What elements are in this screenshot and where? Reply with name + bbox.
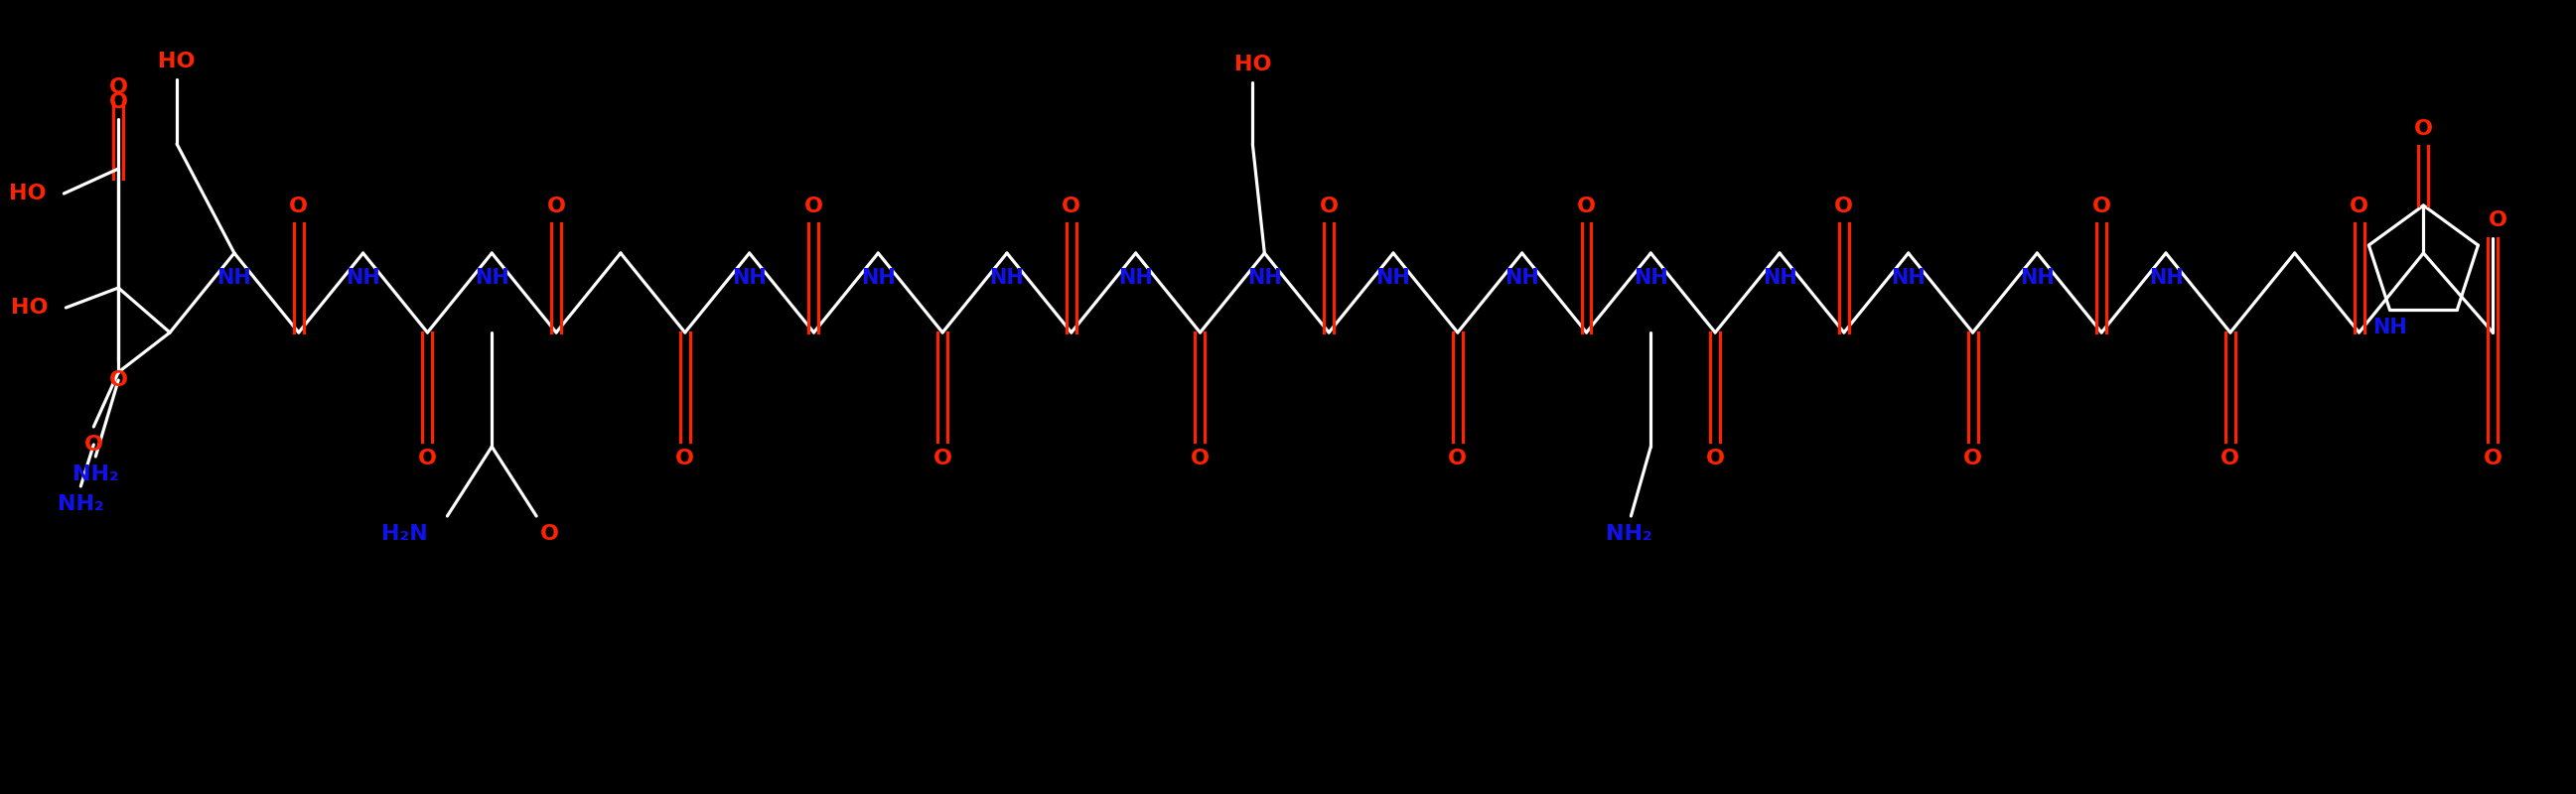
- Text: HO: HO: [10, 298, 49, 318]
- Text: NH₂: NH₂: [57, 494, 103, 515]
- Text: O: O: [2349, 196, 2367, 216]
- Text: O: O: [933, 449, 953, 468]
- Text: NH: NH: [216, 268, 252, 287]
- Text: HO: HO: [8, 183, 46, 203]
- Text: NH: NH: [2020, 268, 2056, 287]
- Text: O: O: [2221, 449, 2239, 468]
- Text: O: O: [541, 524, 559, 544]
- Text: O: O: [1834, 196, 1852, 216]
- Text: NH: NH: [1247, 268, 1283, 287]
- Text: NH: NH: [2372, 318, 2406, 337]
- Text: NH₂: NH₂: [72, 464, 118, 484]
- Text: O: O: [1061, 196, 1082, 216]
- Text: O: O: [1190, 449, 1211, 468]
- Text: O: O: [546, 196, 567, 216]
- Text: NH: NH: [1118, 268, 1154, 287]
- Text: O: O: [1705, 449, 1723, 468]
- Text: O: O: [85, 435, 103, 454]
- Text: NH: NH: [1633, 268, 1669, 287]
- Text: O: O: [2483, 449, 2501, 468]
- Text: O: O: [1963, 449, 1981, 468]
- Text: O: O: [417, 449, 438, 468]
- Text: NH: NH: [2148, 268, 2182, 287]
- Text: O: O: [804, 196, 824, 216]
- Text: O: O: [108, 92, 129, 112]
- Text: O: O: [675, 449, 696, 468]
- Text: O: O: [289, 196, 309, 216]
- Text: NH: NH: [1891, 268, 1927, 287]
- Text: O: O: [1319, 196, 1340, 216]
- Text: HO: HO: [1234, 55, 1270, 75]
- Text: O: O: [2092, 196, 2110, 216]
- Text: O: O: [108, 370, 129, 390]
- Text: NH: NH: [1504, 268, 1540, 287]
- Text: NH: NH: [474, 268, 510, 287]
- Text: NH: NH: [1762, 268, 1798, 287]
- Text: HO: HO: [157, 52, 196, 71]
- Text: O: O: [1448, 449, 1468, 468]
- Text: NH: NH: [989, 268, 1025, 287]
- Text: O: O: [1577, 196, 1597, 216]
- Text: O: O: [2488, 210, 2506, 230]
- Text: H₂N: H₂N: [381, 524, 428, 544]
- Text: O: O: [108, 78, 129, 97]
- Text: NH: NH: [345, 268, 381, 287]
- Text: NH: NH: [860, 268, 896, 287]
- Text: NH: NH: [1376, 268, 1412, 287]
- Text: NH: NH: [732, 268, 768, 287]
- Text: NH₂: NH₂: [1605, 524, 1651, 544]
- Text: O: O: [2414, 119, 2432, 139]
